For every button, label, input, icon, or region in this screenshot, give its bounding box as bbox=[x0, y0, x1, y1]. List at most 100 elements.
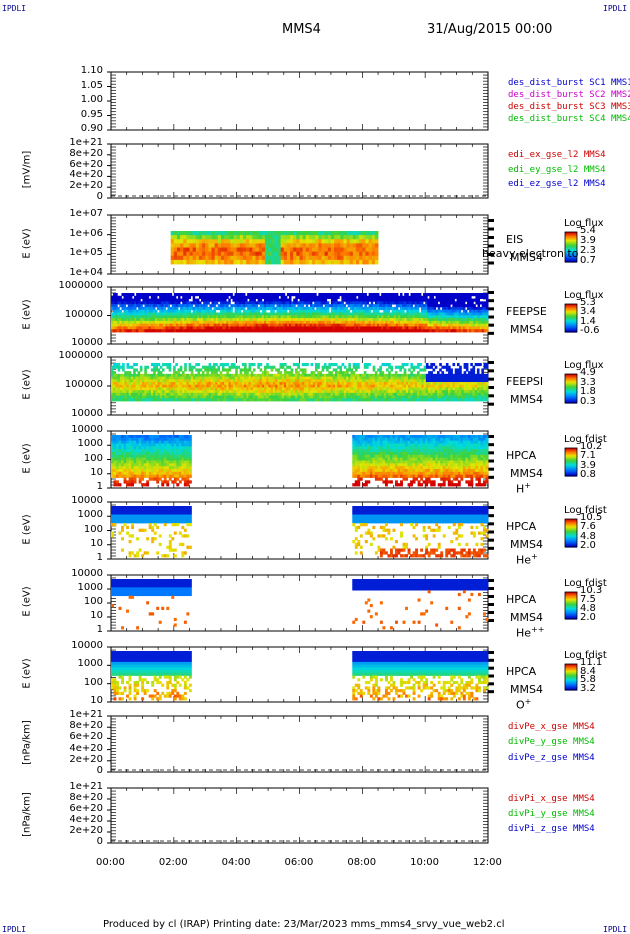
spectrogram-cell bbox=[454, 329, 457, 333]
spectrogram-cell bbox=[192, 315, 196, 319]
spectrogram-cell bbox=[230, 329, 233, 333]
spectrogram-cell bbox=[283, 239, 288, 244]
spectrogram-cell bbox=[374, 259, 379, 265]
spectrogram-cell bbox=[157, 398, 161, 402]
spectrogram-cell bbox=[317, 365, 320, 369]
spectrogram-cell bbox=[414, 309, 418, 313]
spectrogram-cell bbox=[290, 387, 294, 391]
spectrogram-cell bbox=[456, 295, 460, 299]
spectrogram-cell bbox=[205, 243, 209, 248]
spectrogram-cell bbox=[341, 323, 344, 327]
spectrogram-cell bbox=[388, 371, 391, 375]
spectrogram-cell bbox=[437, 298, 441, 302]
spectrogram-cell bbox=[237, 395, 241, 399]
spectrogram-cell bbox=[272, 373, 276, 377]
spectrogram-cell bbox=[255, 376, 258, 380]
spectrogram-cell bbox=[362, 323, 365, 327]
spectrogram-cell bbox=[372, 318, 376, 322]
spectrogram-cell bbox=[340, 243, 344, 248]
spectrogram-cell bbox=[238, 318, 242, 322]
spectrogram-cell bbox=[460, 293, 464, 297]
spectrogram-cell bbox=[435, 320, 439, 325]
spectrogram-cell bbox=[362, 239, 366, 244]
spectrogram-cell bbox=[230, 295, 233, 299]
spectrogram-cell bbox=[208, 255, 212, 261]
spectrogram-cell bbox=[423, 326, 426, 330]
spectrogram-cell bbox=[359, 259, 363, 265]
spectrogram-cell bbox=[343, 365, 347, 369]
spectrogram-cell bbox=[159, 395, 163, 399]
spectrogram-cell bbox=[215, 398, 218, 402]
spectrogram-cell bbox=[408, 320, 411, 325]
spectrogram-cell bbox=[439, 329, 443, 333]
spectrogram-cell bbox=[362, 231, 366, 236]
spectrogram-cell bbox=[381, 329, 384, 333]
spectrogram-cell bbox=[211, 255, 216, 261]
spectrogram-cell bbox=[282, 315, 286, 319]
spectrogram-cell bbox=[179, 395, 183, 399]
spectrogram-cell bbox=[286, 329, 290, 333]
colorbar-cell bbox=[565, 318, 577, 321]
spectrogram-cell bbox=[161, 315, 164, 319]
spectrogram-cell bbox=[381, 395, 385, 399]
spectrogram-cell bbox=[452, 315, 455, 319]
spectrogram-cell bbox=[165, 309, 168, 313]
spectrogram-cell bbox=[281, 384, 285, 388]
spectrogram-cell bbox=[446, 312, 449, 316]
spectrogram-cell bbox=[376, 306, 380, 311]
spectrogram-cell bbox=[333, 326, 336, 330]
spectrogram-cell bbox=[206, 373, 209, 377]
spectrogram-cell bbox=[312, 251, 316, 257]
spectrogram-cell bbox=[268, 318, 271, 322]
spectrogram-cell bbox=[310, 373, 314, 377]
spectrogram-cell bbox=[391, 293, 395, 297]
spectrogram-cell bbox=[339, 309, 342, 313]
spectrogram-cell bbox=[271, 235, 275, 240]
spectrogram-cell bbox=[128, 373, 132, 377]
spectrogram-cell bbox=[326, 320, 330, 325]
spectrogram-cell bbox=[385, 379, 389, 383]
spectrogram-cell bbox=[202, 239, 206, 244]
spectrogram-cell bbox=[128, 387, 132, 391]
spectrogram-cell bbox=[328, 365, 331, 369]
spectrogram-cell bbox=[167, 298, 171, 302]
spectrogram-cell bbox=[383, 329, 386, 333]
spectrogram-cell bbox=[343, 315, 346, 319]
spectrogram-cell bbox=[213, 398, 216, 402]
spectrogram-cell bbox=[268, 247, 272, 253]
spectrogram-cell bbox=[255, 259, 260, 265]
spectrogram-cell bbox=[265, 312, 269, 316]
spectrogram-cell bbox=[261, 318, 265, 322]
spectrogram-cell bbox=[425, 329, 428, 333]
spectrogram-cell bbox=[202, 259, 206, 265]
spectrogram-cell bbox=[292, 382, 296, 386]
spectrogram-cell bbox=[349, 304, 353, 308]
spectrogram-cell bbox=[471, 309, 474, 313]
spectrogram-cell bbox=[159, 398, 163, 402]
spectrogram-cell bbox=[214, 235, 219, 240]
spectrogram-cell bbox=[452, 318, 455, 322]
spectrogram-cell bbox=[125, 301, 129, 305]
spectrogram-cell bbox=[307, 318, 311, 322]
spectrogram-cell bbox=[383, 376, 387, 380]
spectrogram-cell bbox=[283, 392, 287, 396]
spectrogram-cell bbox=[318, 255, 322, 261]
spectrogram-cell bbox=[113, 392, 116, 396]
spectrogram-cell bbox=[154, 312, 158, 316]
spectrogram-cell bbox=[258, 235, 263, 240]
spectrogram-cell bbox=[483, 301, 487, 305]
spectrogram-cell bbox=[135, 395, 139, 399]
spectrogram-cell bbox=[129, 315, 133, 319]
spectrogram-cell bbox=[244, 384, 247, 388]
spectrogram-cell bbox=[341, 312, 344, 316]
spectrogram-cell bbox=[255, 293, 259, 297]
spectrogram-cell bbox=[259, 395, 263, 399]
spectrogram-cell bbox=[188, 306, 191, 311]
spectrogram-cell bbox=[213, 318, 217, 322]
spectrogram-cell bbox=[372, 398, 376, 402]
spectrogram-cell bbox=[255, 387, 258, 391]
spectrogram-cell bbox=[171, 304, 175, 308]
spectrogram-cell bbox=[351, 293, 355, 297]
spectrogram-cell bbox=[224, 368, 227, 372]
spectrogram-cell bbox=[168, 376, 172, 380]
